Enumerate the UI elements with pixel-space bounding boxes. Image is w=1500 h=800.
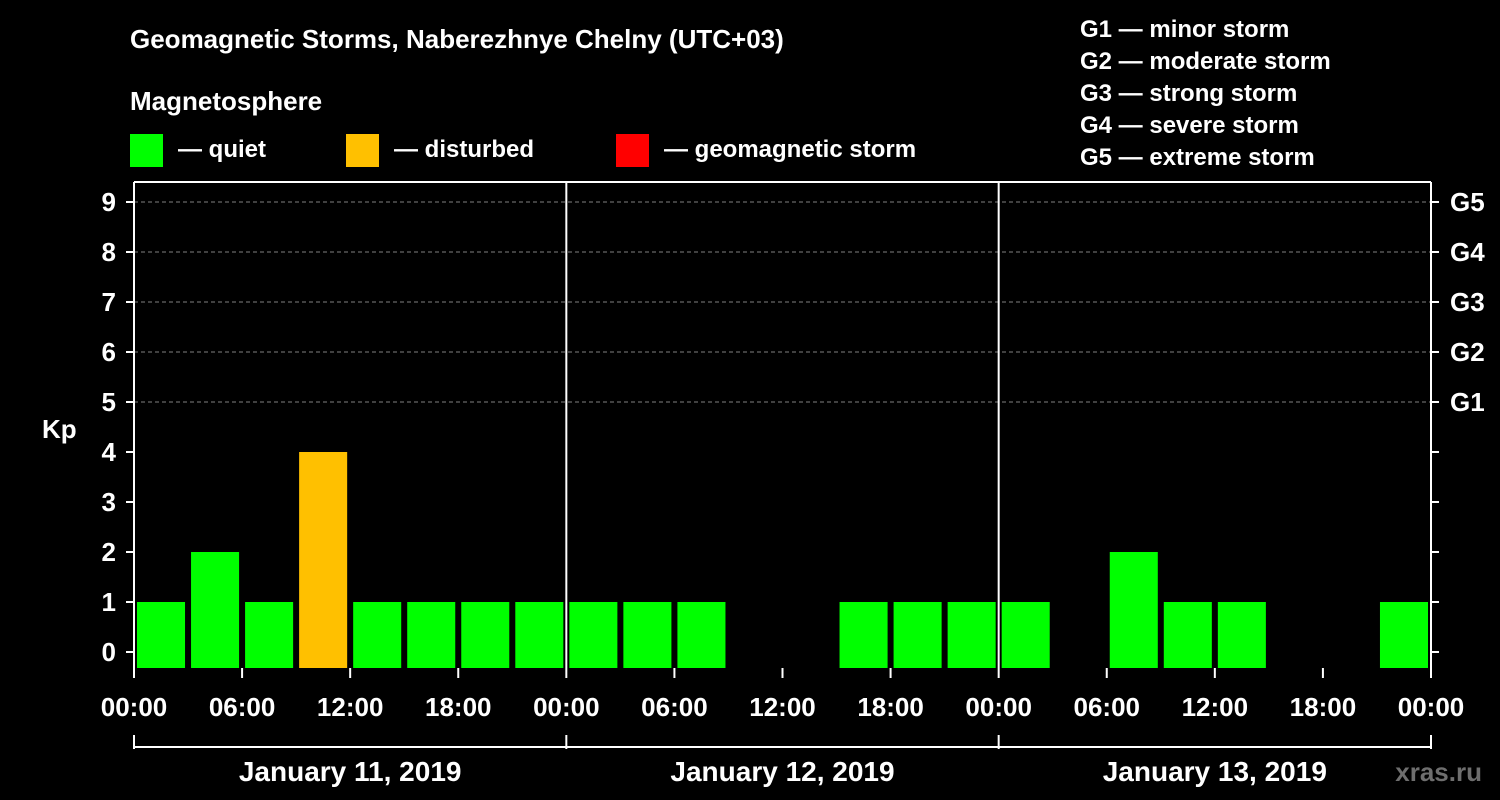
bar-7	[515, 602, 564, 668]
storm-scale-g3: G3 — strong storm	[1080, 80, 1297, 107]
x-tick-label-2: 12:00	[317, 692, 384, 722]
legend-swatch-disturbed	[346, 134, 379, 167]
legend: — quiet — disturbed — geomagnetic storm	[130, 134, 916, 167]
x-tick-label-4: 00:00	[533, 692, 600, 722]
y-axis-label: Kp	[42, 414, 77, 444]
bar-6	[461, 602, 510, 668]
bar-19	[1163, 602, 1212, 668]
bar-1	[191, 552, 240, 668]
storm-scale-g2: G2 — moderate storm	[1080, 48, 1331, 75]
bars	[137, 452, 1428, 668]
bar-3	[299, 452, 348, 668]
legend-label-quiet: — quiet	[178, 136, 266, 163]
x-tick-label-9: 06:00	[1074, 692, 1141, 722]
x-tick-label-6: 12:00	[749, 692, 816, 722]
y-tick-label-9: 9	[102, 187, 116, 217]
day-label-0: January 11, 2019	[239, 756, 462, 787]
storm-scale-g4: G4 — severe storm	[1080, 112, 1299, 139]
x-tick-label-8: 00:00	[965, 692, 1032, 722]
day-label-1: January 12, 2019	[670, 756, 894, 787]
bar-10	[677, 602, 726, 668]
bar-2	[245, 602, 294, 668]
legend-swatch-quiet	[130, 134, 163, 167]
chart-title: Geomagnetic Storms, Naberezhnye Chelny (…	[130, 24, 784, 54]
x-tick-label-10: 12:00	[1182, 692, 1249, 722]
storm-scale-g5: G5 — extreme storm	[1080, 144, 1315, 171]
legend-swatch-storm	[616, 134, 649, 167]
y-tick-label-1: 1	[102, 587, 116, 617]
day-label-2: January 13, 2019	[1103, 756, 1327, 787]
bar-23	[1379, 602, 1428, 668]
g-level-labels: G1 G2 G3 G4 G5	[1450, 187, 1485, 417]
bar-9	[623, 602, 672, 668]
g-label-G3: G3	[1450, 287, 1485, 317]
chart-subtitle: Magnetosphere	[130, 86, 322, 116]
x-tick-label-12: 00:00	[1398, 692, 1465, 722]
credit-watermark: xras.ru	[1395, 757, 1482, 787]
bar-15	[947, 602, 996, 668]
bar-13	[839, 602, 888, 668]
x-tick-label-11: 18:00	[1290, 692, 1357, 722]
bar-20	[1217, 602, 1266, 668]
day-axis: January 11, 2019 January 12, 2019 January …	[133, 735, 1432, 787]
gridlines	[134, 201, 1431, 403]
bar-8	[569, 602, 618, 668]
legend-label-storm: — geomagnetic storm	[664, 136, 916, 163]
y-tick-labels: 0 1 2 3 4 5 6 7 8 9	[102, 187, 117, 667]
x-tick-label-7: 18:00	[857, 692, 924, 722]
storm-scale-g1: G1 — minor storm	[1080, 16, 1289, 43]
x-tick-label-3: 18:00	[425, 692, 492, 722]
y-tick-label-7: 7	[102, 287, 116, 317]
bar-16	[1001, 602, 1050, 668]
bar-14	[893, 602, 942, 668]
x-tick-label-1: 06:00	[209, 692, 276, 722]
g-label-G4: G4	[1450, 237, 1485, 267]
g-label-G1: G1	[1450, 387, 1485, 417]
x-tick-label-5: 06:00	[641, 692, 708, 722]
y-tick-label-2: 2	[102, 537, 116, 567]
axes	[126, 181, 1439, 678]
storm-scale-legend: G1 — minor storm G2 — moderate storm G3 …	[1080, 16, 1331, 171]
bar-0	[137, 602, 186, 668]
y-tick-label-5: 5	[102, 387, 116, 417]
y-tick-label-0: 0	[102, 637, 116, 667]
legend-label-disturbed: — disturbed	[394, 136, 534, 163]
x-tick-labels: 00:00 06:00 12:00 18:00 00:00 06:00 12:00 18:00…	[101, 692, 1465, 722]
y-tick-label-8: 8	[102, 237, 116, 267]
y-tick-label-6: 6	[102, 337, 116, 367]
bar-18	[1109, 552, 1158, 668]
bar-5	[407, 602, 456, 668]
y-tick-label-3: 3	[102, 487, 116, 517]
y-tick-label-4: 4	[102, 437, 117, 467]
bar-4	[353, 602, 402, 668]
x-tick-label-0: 00:00	[101, 692, 168, 722]
g-label-G5: G5	[1450, 187, 1485, 217]
g-label-G2: G2	[1450, 337, 1485, 367]
